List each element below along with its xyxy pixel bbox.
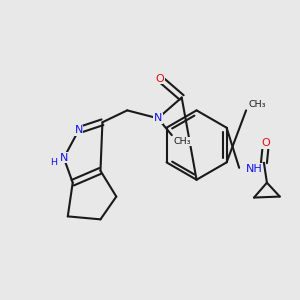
Text: N: N [154, 113, 162, 123]
Text: H: H [50, 158, 57, 167]
Text: O: O [262, 138, 270, 148]
Text: CH₃: CH₃ [174, 137, 191, 146]
Text: O: O [155, 74, 164, 84]
Text: N: N [60, 153, 68, 163]
Text: CH₃: CH₃ [248, 100, 266, 109]
Text: N: N [74, 125, 83, 135]
Text: NH: NH [246, 164, 263, 174]
